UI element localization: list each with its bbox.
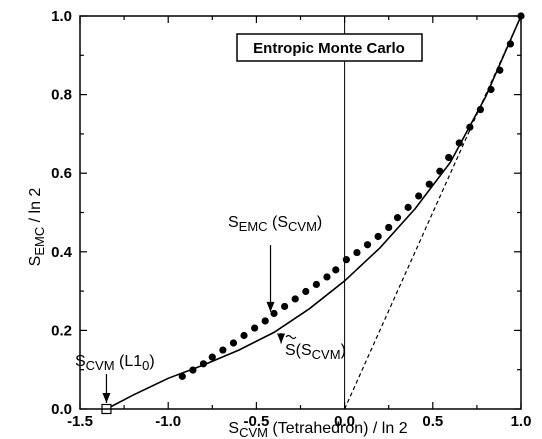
data-point [312,280,320,289]
dashed-line [344,15,522,410]
data-point [385,223,393,232]
x-tick-label: -0.5 [243,413,269,430]
chart-title-box [236,33,423,62]
data-point [415,192,423,200]
y-tick-label: 0.8 [51,87,72,104]
annotation-l10-sub: CVM [86,358,115,373]
annotation-l10-arrow-head [102,393,111,403]
annotation-stilde: S(SCVM) [285,334,346,362]
annotation-semc-sub2: CVM [288,219,317,234]
data-point [240,331,248,340]
x-tick-label: -1.5 [67,413,93,430]
annotation-stilde-main: S [285,342,296,359]
plot-area: -1.5 -1.0 -0.5 0.0 0.5 1.0 0.0 0.2 0.4 0.6 0.8 1.0 [51,8,531,430]
chart-title: Entropic Monte Carlo [253,40,405,57]
data-point [261,317,269,325]
data-point [425,180,433,188]
y-axis-title-sub: EMC [32,227,47,256]
y-tick-label: 0.4 [51,244,73,261]
annotation-stilde-sub2: CVM [312,347,341,362]
x-tick-label: -1.0 [155,413,181,430]
annotation-l10-end: ) [149,353,154,370]
x-tick-label: 0.5 [422,413,443,430]
annotation-stilde-tilde [285,334,297,340]
data-point [353,248,361,257]
data-point [302,287,310,296]
data-point [229,339,238,347]
annotation-semc-end: ) [317,214,322,231]
annotation-stilde-arrow-head [277,333,286,344]
data-point [291,295,299,303]
data-point [323,273,331,281]
svg-text:SCVM (L10): SCVM (L10) [75,353,155,373]
solid-curve [106,15,522,410]
data-point [363,241,372,249]
x-axis-title-rest: (Tetrahedron) / ln 2 [268,420,408,437]
annotation-stilde-end: ) [341,342,346,359]
svg-text:SEMC (SCVM): SEMC (SCVM) [228,214,322,234]
x-axis-title-sub: CVM [239,425,268,439]
annotation-semc: SEMC (SCVM) [228,214,322,234]
annotation-stilde-mid: (S [296,342,312,359]
annotation-l10-main: S [75,353,86,370]
annotation-semc-mid: (S [268,214,288,231]
x-axis-title: SCVM (Tetrahedron) / ln 2 [228,420,407,439]
data-point [445,153,453,162]
data-point [404,203,412,211]
y-tick-label: 0.0 [51,401,72,418]
data-point [178,372,186,380]
annotation-semc-arrow-head [266,301,275,312]
data-point [208,353,216,361]
y-axis-title-main: S [27,256,44,267]
data-point [342,256,350,264]
data-point [270,309,278,318]
svg-text:S(SCVM): S(SCVM) [285,342,346,362]
annotation-semc-sub: EMC [239,219,268,234]
y-tick-label: 0.2 [51,322,72,339]
annotation-semc-main: S [228,214,239,231]
annotation-l10-sub2: 0 [142,358,149,373]
annotation-l10: SCVM (L10) [75,353,155,373]
data-point [332,266,340,274]
data-point [393,214,402,222]
x-axis-title-main: S [228,420,239,437]
data-point [251,324,259,332]
x-tick-label: 1.0 [511,413,532,430]
data-point [374,232,382,241]
annotation-l10-mid: (L1 [115,353,143,370]
y-tick-label: 1.0 [51,8,72,25]
y-tick-label: 0.6 [51,165,72,182]
y-axis-title: SEMC / ln 2 [27,188,47,267]
y-axis-title-rest: / ln 2 [27,188,44,227]
x-tick-label: 0.0 [334,413,355,430]
data-point [219,346,227,354]
data-point [281,302,289,311]
